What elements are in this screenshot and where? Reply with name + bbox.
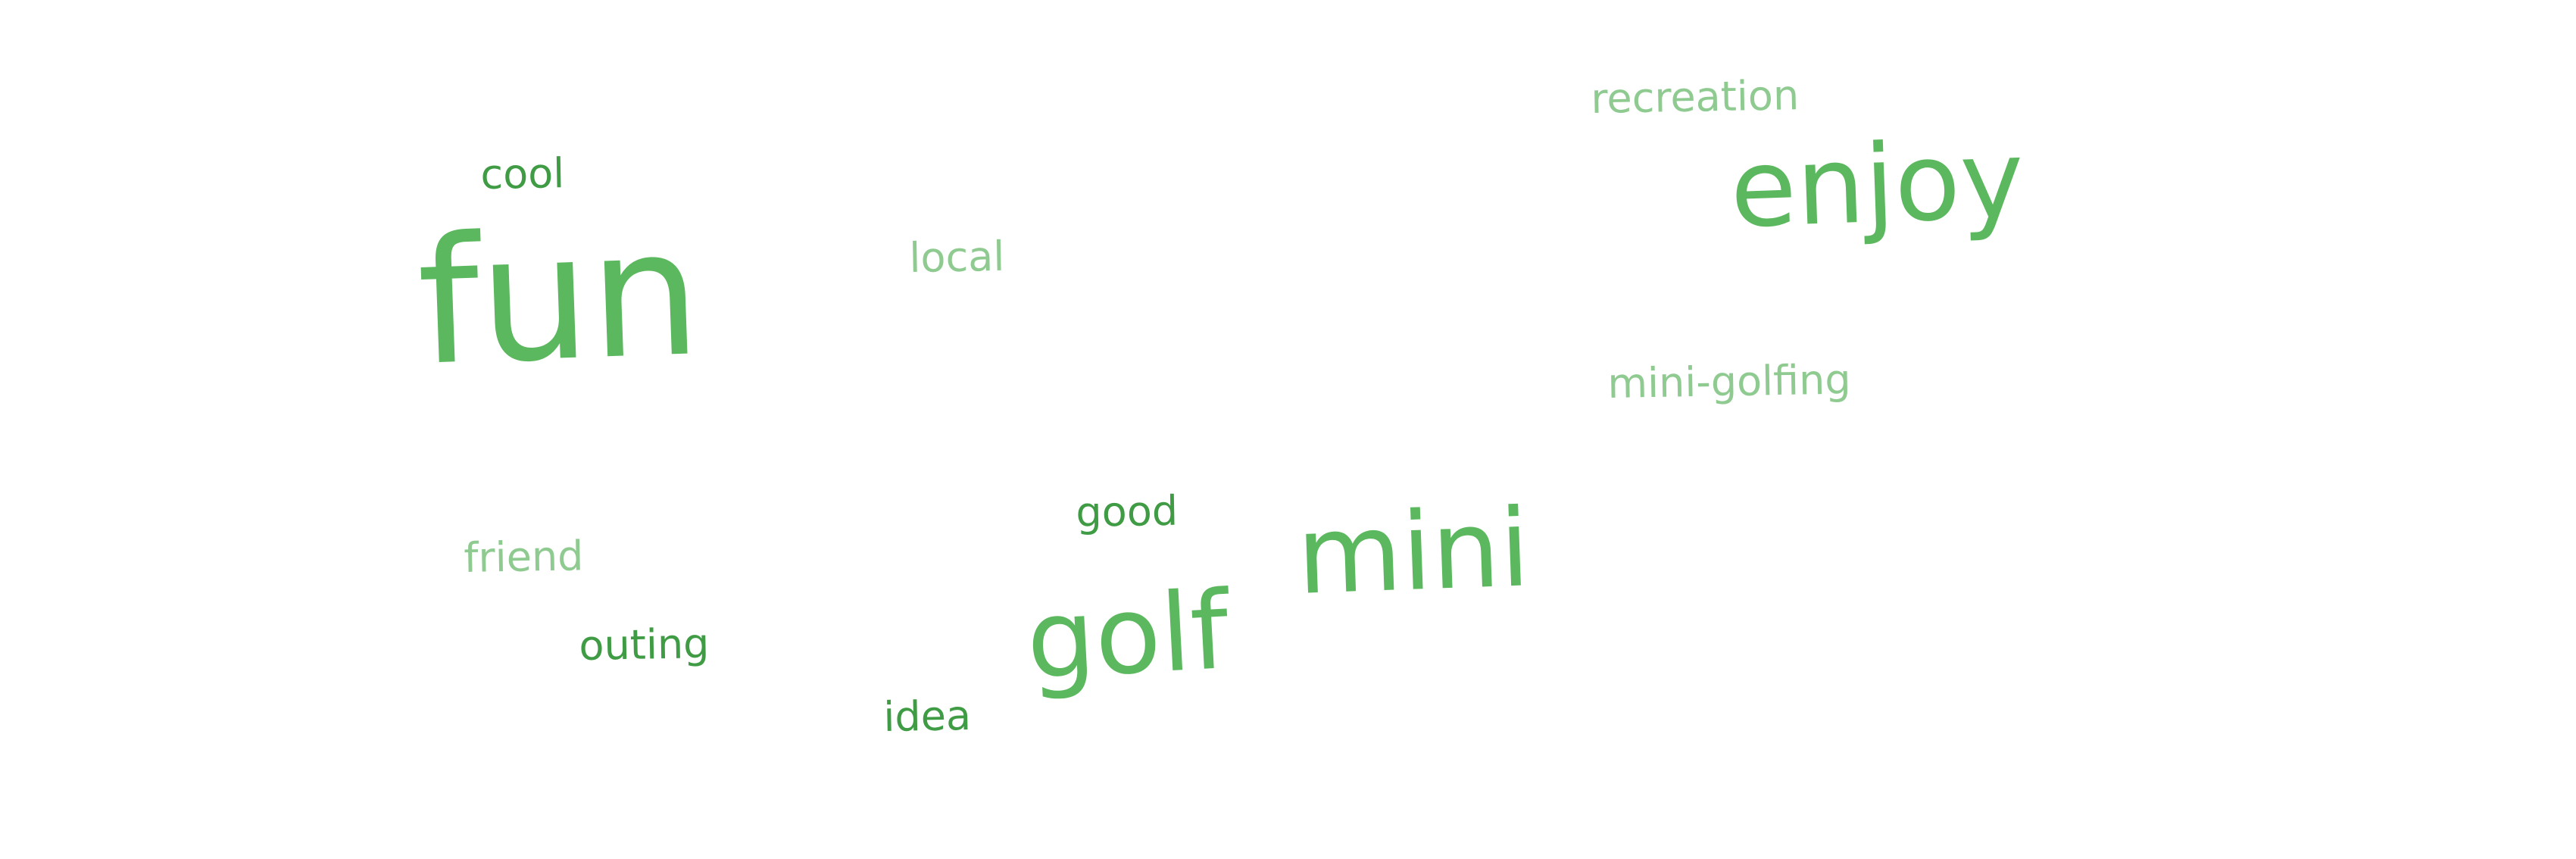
word-outing: outing bbox=[578, 619, 710, 670]
word-recreation: recreation bbox=[1590, 71, 1800, 123]
word-mini-golfing: mini-golfing bbox=[1606, 355, 1852, 408]
word-friend: friend bbox=[463, 532, 584, 582]
word-fun: fun bbox=[414, 192, 704, 405]
word-golf: golf bbox=[1023, 568, 1232, 704]
word-idea: idea bbox=[882, 691, 972, 741]
word-good: good bbox=[1075, 486, 1179, 536]
word-mini: mini bbox=[1294, 486, 1532, 619]
word-enjoy: enjoy bbox=[1728, 117, 2026, 252]
word-cool: cool bbox=[479, 149, 565, 198]
word-local: local bbox=[908, 232, 1005, 282]
